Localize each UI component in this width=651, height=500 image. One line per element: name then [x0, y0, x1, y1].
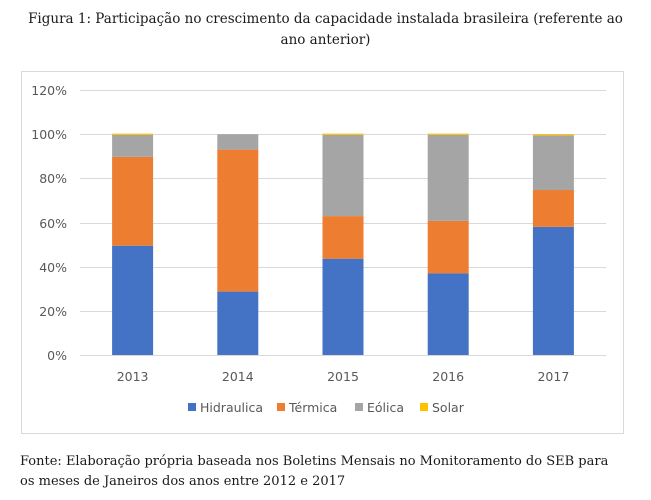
- legend: Hidraulica Térmica Eólica Solar: [188, 400, 465, 415]
- bar-segment-hidraulica-2015: [322, 258, 364, 355]
- source-note: Fonte: Elaboração própria baseada nos Bo…: [20, 452, 640, 492]
- legend-swatch: [355, 403, 363, 411]
- y-tick-label: 60%: [39, 216, 67, 231]
- bar-segment-eólica-2015: [322, 134, 364, 217]
- y-tick-label: 120%: [31, 83, 67, 98]
- figure-caption: Figura 1: Participação no crescimento da…: [0, 9, 651, 51]
- y-tick-label: 80%: [39, 171, 67, 186]
- bar-segment-eólica-2013: [112, 134, 154, 157]
- y-axis-tick-labels: 0% 20% 40% 60% 80% 100% 120%: [31, 83, 67, 363]
- legend-label: Térmica: [288, 400, 337, 415]
- bars: [112, 133, 574, 356]
- caption-line-1: Figura 1: Participação no crescimento da…: [28, 11, 623, 27]
- bar-segment-eólica-2016: [427, 134, 469, 221]
- legend-swatch: [420, 403, 428, 411]
- bar-segment-térmica-2015: [322, 216, 364, 259]
- x-tick-label: 2014: [222, 369, 254, 384]
- source-line-1: Fonte: Elaboração própria baseada nos Bo…: [20, 454, 609, 469]
- bar-segment-solar-2017: [532, 134, 574, 136]
- bar-segment-térmica-2016: [427, 221, 469, 274]
- bar-segment-hidraulica-2013: [112, 245, 154, 356]
- bar-segment-hidraulica-2017: [532, 226, 574, 355]
- x-tick-label: 2016: [432, 369, 464, 384]
- bar-segment-solar-2013: [112, 133, 154, 135]
- bar-segment-térmica-2013: [112, 156, 154, 246]
- legend-item-solar: Solar: [420, 400, 465, 415]
- legend-label: Eólica: [367, 400, 404, 415]
- bar-stack-2015: [322, 133, 364, 355]
- y-tick-label: 0%: [47, 348, 67, 363]
- bar-stack-2013: [112, 133, 154, 356]
- legend-label: Solar: [432, 400, 465, 415]
- y-tick-label: 20%: [39, 304, 67, 319]
- x-axis-tick-labels: 2013 2014 2015 2016 2017: [117, 369, 570, 384]
- bar-segment-térmica-2014: [217, 149, 259, 292]
- legend-item-eólica: Eólica: [355, 400, 404, 415]
- bar-stack-2016: [427, 133, 469, 356]
- bar-stack-2014: [217, 134, 259, 355]
- bar-segment-eólica-2017: [532, 135, 574, 191]
- bar-segment-eólica-2014: [217, 134, 259, 150]
- x-tick-label: 2017: [537, 369, 569, 384]
- bar-segment-térmica-2017: [532, 190, 574, 227]
- y-tick-label: 100%: [31, 127, 67, 142]
- bar-segment-solar-2016: [427, 133, 469, 135]
- x-tick-label: 2015: [327, 369, 359, 384]
- bar-segment-hidraulica-2016: [427, 273, 469, 356]
- legend-item-hidraulica: Hidraulica: [188, 400, 263, 415]
- legend-label: Hidraulica: [200, 400, 263, 415]
- bar-stack-2017: [532, 134, 574, 355]
- y-tick-label: 40%: [39, 260, 67, 275]
- source-line-2: os meses de Janeiros dos anos entre 2012…: [20, 474, 346, 489]
- bar-segment-hidraulica-2014: [217, 291, 259, 355]
- legend-item-térmica: Térmica: [277, 400, 337, 415]
- bar-segment-solar-2015: [322, 133, 364, 135]
- x-tick-label: 2013: [117, 369, 149, 384]
- legend-swatch: [188, 403, 196, 411]
- caption-line-2: ano anterior): [280, 32, 371, 48]
- legend-swatch: [277, 403, 285, 411]
